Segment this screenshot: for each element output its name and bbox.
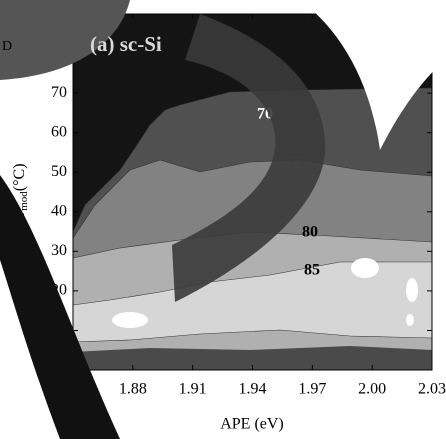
y-tick-label: 70: [51, 84, 67, 101]
x-axis-label: APE (eV): [220, 416, 284, 433]
x-tick-label: 2.00: [358, 381, 386, 398]
x-tick-label: 1.94: [239, 381, 267, 398]
y-tick-label: 40: [51, 202, 67, 219]
edge-text: D: [2, 39, 12, 54]
chart: APE (eV) Tmod(°C) 707580851.851.881.911.…: [0, 0, 446, 439]
contour-label: 85: [304, 262, 320, 279]
y-tick-label: 50: [51, 163, 67, 180]
contour-spot: [351, 258, 379, 278]
panel-label: (a) sc-Si: [90, 32, 162, 56]
contour-label: 80: [302, 224, 318, 241]
contour-spot: [406, 278, 418, 302]
x-tick-label: 2.03: [418, 381, 446, 398]
x-tick-label: 1.88: [119, 381, 147, 398]
x-tick-label: 1.97: [298, 381, 326, 398]
contour-spot: [406, 314, 414, 326]
contour-spot: [112, 312, 148, 328]
y-tick-label: 60: [51, 123, 67, 140]
y-tick-label: 30: [51, 242, 67, 259]
x-tick-label: 1.91: [179, 381, 207, 398]
